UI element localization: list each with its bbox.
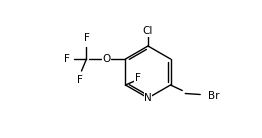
Text: N: N bbox=[144, 93, 152, 103]
Text: F: F bbox=[77, 75, 83, 85]
Text: Br: Br bbox=[208, 91, 220, 100]
Text: F: F bbox=[135, 73, 140, 83]
Text: O: O bbox=[102, 54, 111, 64]
Text: F: F bbox=[64, 54, 69, 64]
Text: Cl: Cl bbox=[143, 26, 153, 36]
Text: F: F bbox=[84, 33, 89, 43]
